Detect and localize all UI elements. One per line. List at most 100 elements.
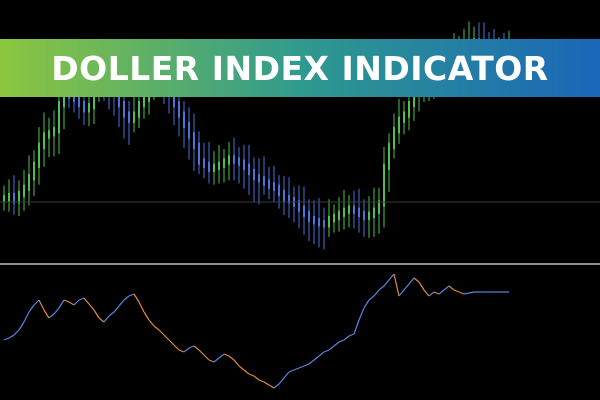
indicator-segment [83,297,90,305]
indicator-segment [273,383,280,389]
indicator-segment [353,319,360,335]
indicator-segment [163,334,170,341]
indicator-segment [73,299,80,306]
indicator-segment [173,344,180,351]
indicator-segment [8,334,15,339]
indicator-segment [63,299,70,303]
indicator-segment [373,289,380,297]
indicator-segment [218,353,225,359]
indicator-segment [358,307,365,321]
indicator-segment [388,273,395,281]
indicator-segment [158,329,165,336]
indicator-segment [368,295,375,301]
indicator-segment [43,309,50,319]
indicator-segment [413,277,420,283]
indicator-segment [293,367,300,371]
indicator-segment [323,349,330,353]
indicator-segment [183,347,190,353]
indicator-segment [403,283,410,291]
indicator-segment [248,373,255,377]
indicator-segment [208,359,215,363]
indicator-segment [198,349,205,356]
indicator-segment [383,279,390,287]
indicator-segment [23,311,30,323]
indicator-segment [38,299,45,311]
indicator-segment [468,291,475,294]
indicator-segment [338,339,345,343]
indicator-segment [318,351,325,357]
indicator-segment [68,301,75,306]
indicator-segment [333,341,340,347]
indicator-segment [398,289,405,297]
indicator-segment [348,333,355,337]
indicator-segment [378,285,385,291]
indicator-segment [343,335,350,341]
indicator-segment [463,292,470,295]
indicator-segment [58,299,65,309]
indicator-segment [408,277,415,285]
indicator-segment [118,299,125,307]
indicator-segment [428,291,435,297]
indicator-segment [458,291,465,295]
indicator-segment [328,345,335,351]
indicator-segment [303,363,310,367]
indicator-segment [288,369,295,373]
indicator-panel [3,273,509,389]
indicator-segment [313,355,320,361]
indicator-segment [418,281,425,291]
indicator-segment [213,357,220,363]
indicator-segment [223,353,230,357]
indicator-segment [243,369,250,375]
indicator-segment [168,339,175,346]
indicator-segment [263,381,270,386]
indicator-segment [433,291,440,295]
indicator-segment [233,359,240,367]
indicator-segment [443,285,450,291]
indicator-segment [278,377,285,385]
indicator-segment [178,349,185,353]
indicator-segment [153,325,160,331]
indicator-segment [128,293,135,297]
indicator-segment [78,297,85,301]
indicator-segment [423,289,430,297]
indicator-segment [203,354,210,361]
title-banner: DOLLER INDEX INDICATOR [0,39,600,97]
banner-title: DOLLER INDEX INDICATOR [51,49,548,88]
indicator-segment [298,365,305,369]
indicator-segment [18,321,25,331]
indicator-segment [283,371,290,379]
indicator-segment [53,307,60,315]
indicator-segment [138,301,145,313]
banner-background [0,39,600,97]
indicator-segment [48,313,55,319]
indicator-segment [113,305,120,313]
indicator-segment [88,303,95,311]
indicator-segment [33,299,40,306]
indicator-segment [268,384,275,389]
indicator-segment [448,285,455,291]
indicator-segment [103,315,110,323]
indicator-segment [238,365,245,371]
indicator-segment [193,345,200,351]
indicator-segment [93,309,100,319]
indicator-segment [438,289,445,295]
indicator-segment [143,311,150,321]
indicator-segment [453,289,460,293]
indicator-segment [148,319,155,327]
indicator-segment [13,329,20,336]
indicator-segment [308,359,315,365]
indicator-segment [253,375,260,381]
indicator-segment [393,273,400,297]
indicator-segment [228,355,235,361]
indicator-segment [133,293,140,303]
indicator-segment [188,345,195,349]
indicator-segment [123,295,130,301]
indicator-segment [108,311,115,317]
indicator-segment [3,337,10,341]
indicator-segment [363,299,370,309]
indicator-segment [98,317,105,323]
indicator-segment [258,379,265,383]
indicator-segment [28,304,35,313]
